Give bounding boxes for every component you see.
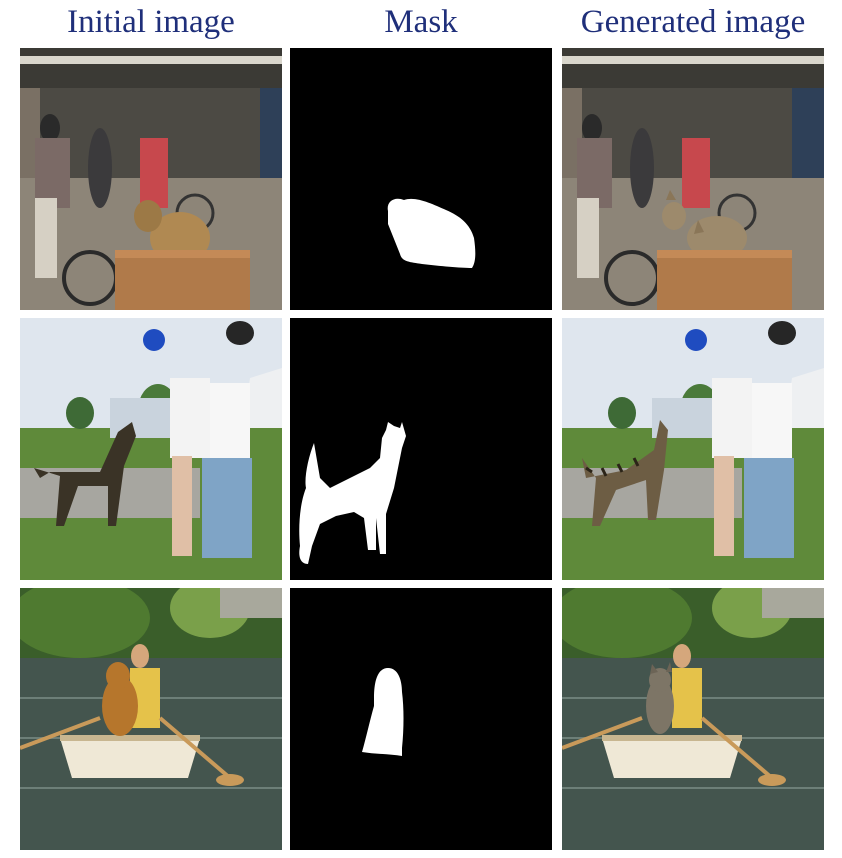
generated-image-row3 — [562, 588, 824, 850]
mask-header: Mask — [384, 4, 458, 40]
initial-image-row2 — [20, 318, 282, 580]
initial-image-row1 — [20, 48, 282, 310]
initial-image-row3 — [20, 588, 282, 850]
mask-row2 — [290, 318, 552, 580]
initial-image-header: Initial image — [67, 4, 235, 40]
generated-image-row2 — [562, 318, 824, 580]
generated-image-header: Generated image — [580, 4, 806, 40]
mask-row3 — [290, 588, 552, 850]
generated-image-row1 — [562, 48, 824, 310]
mask-row1 — [290, 48, 552, 310]
